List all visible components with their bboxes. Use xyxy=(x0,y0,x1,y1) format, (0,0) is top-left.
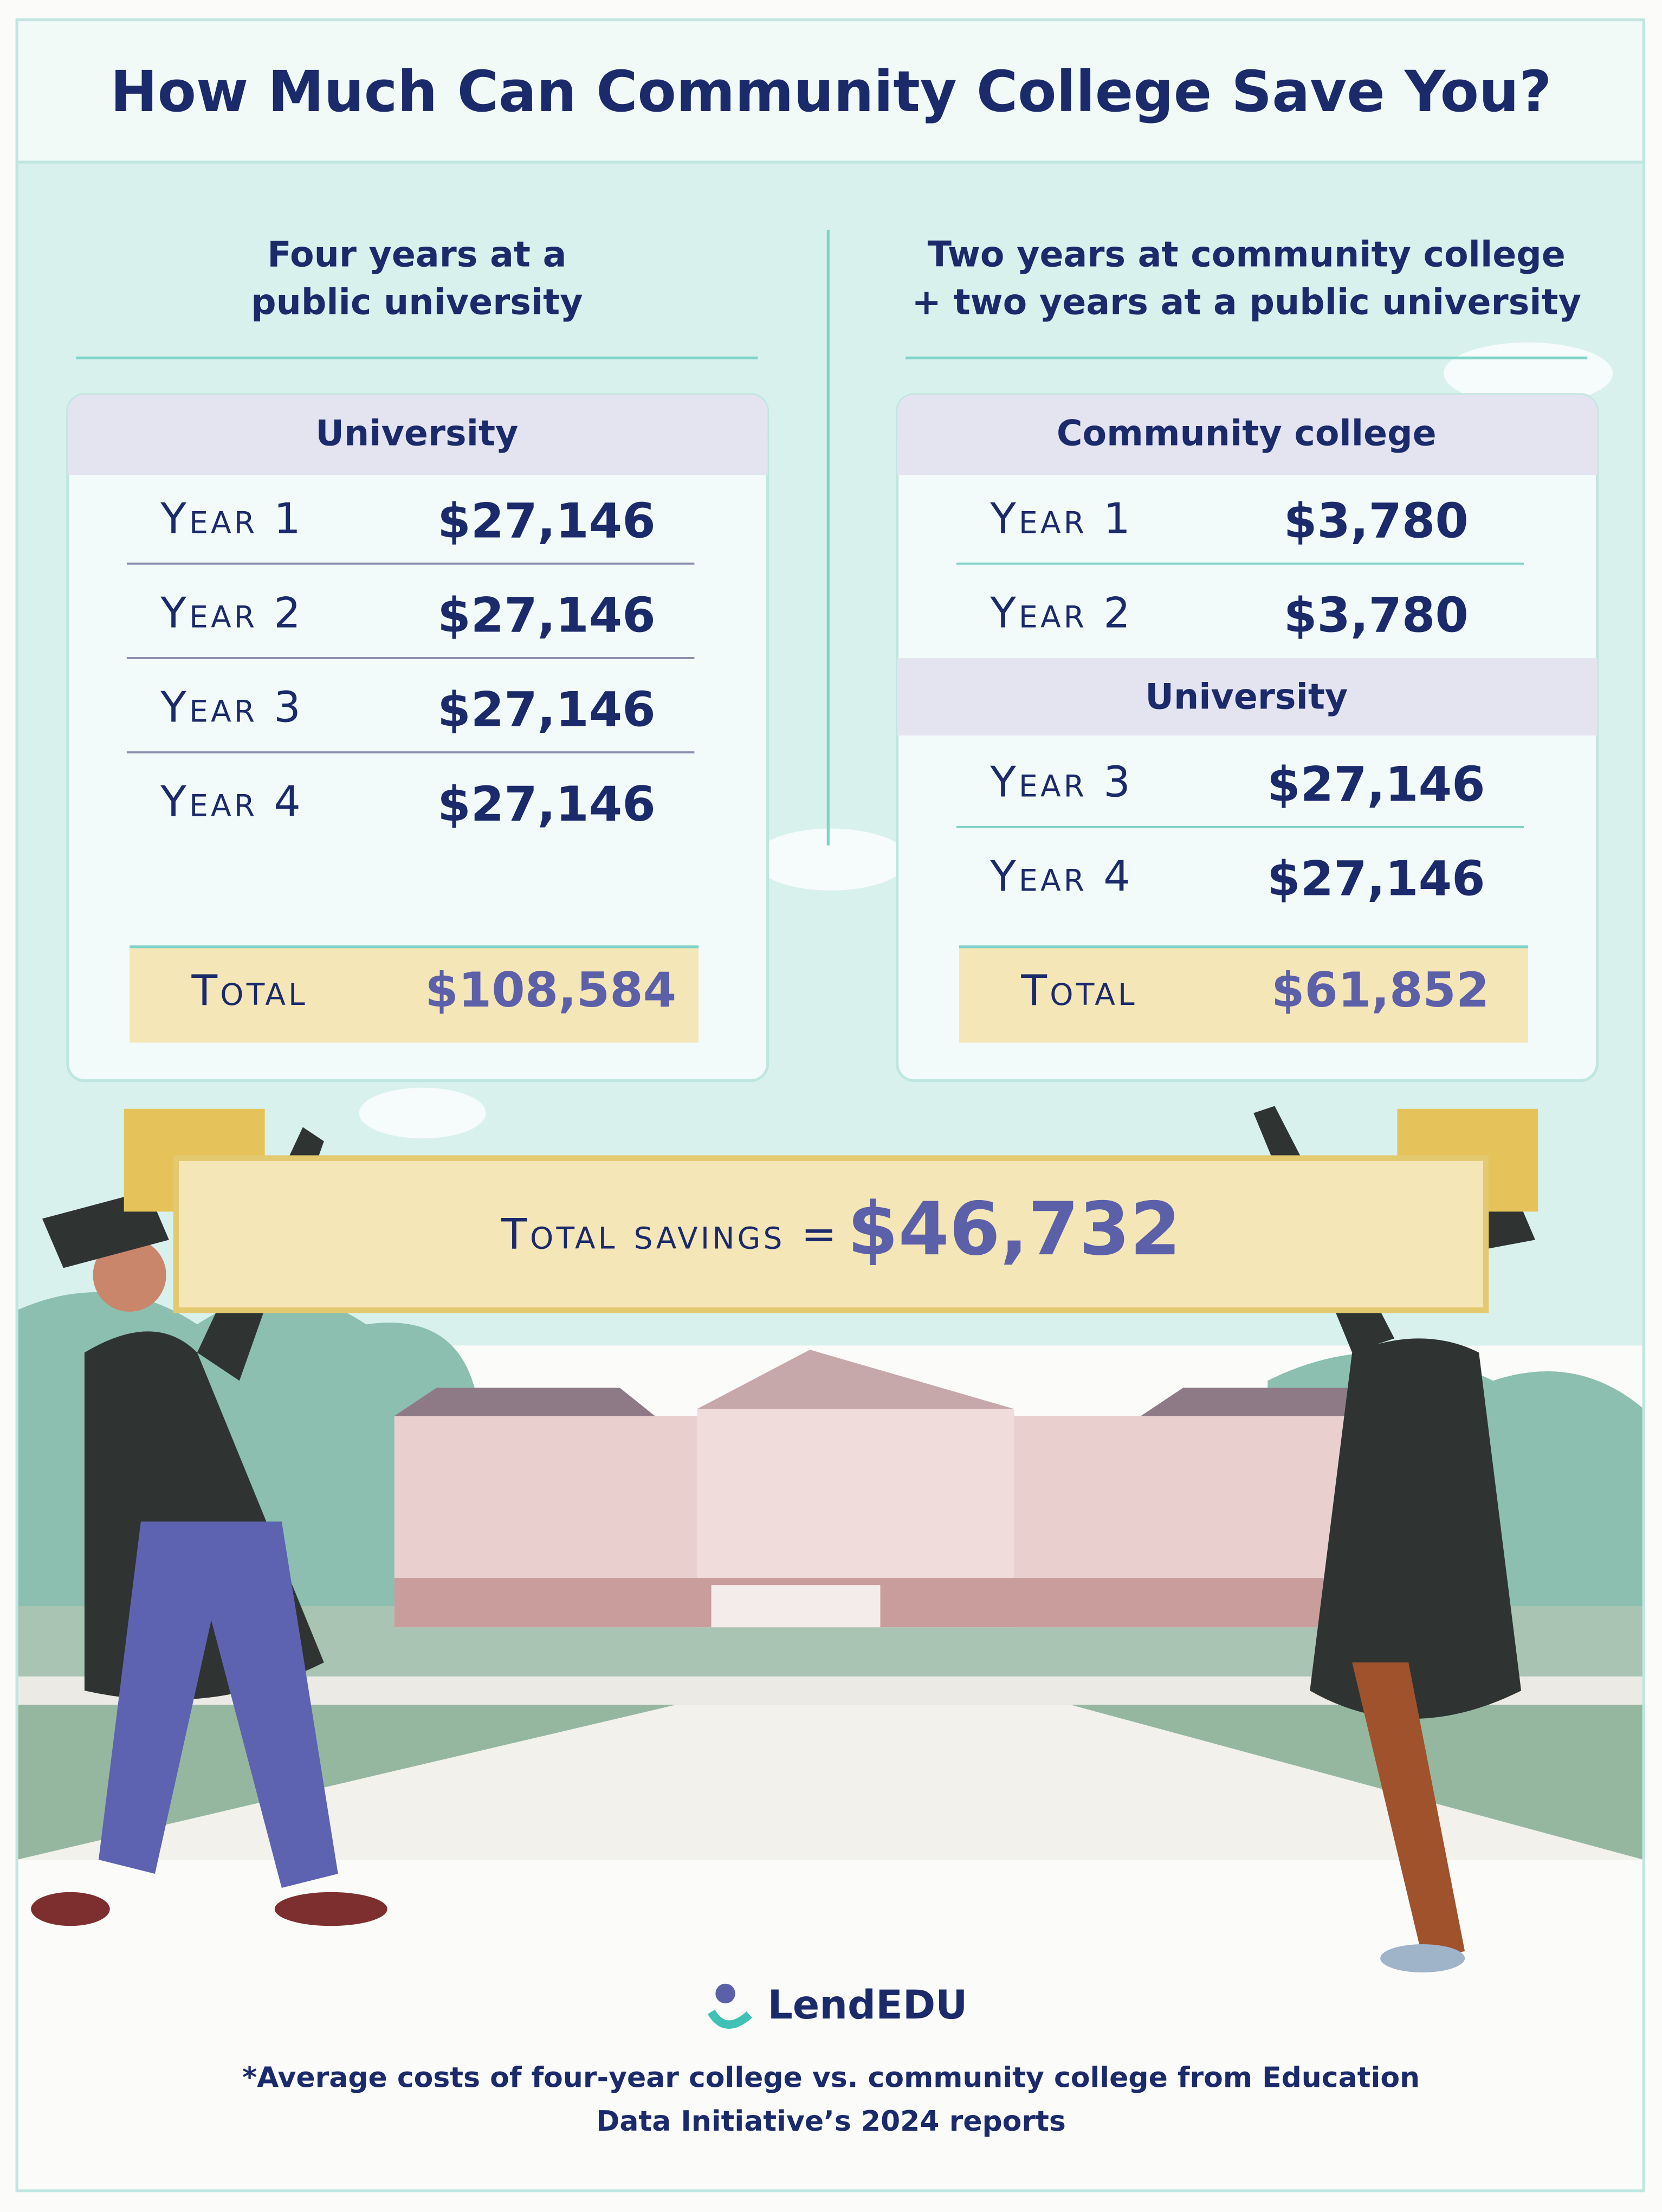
savings-value: $46,732 xyxy=(848,1186,1181,1272)
column-heading: Four years at a xyxy=(267,234,566,275)
brand: LendEDU xyxy=(768,1982,968,2028)
year-cost: $27,146 xyxy=(1267,756,1485,812)
year-cost: $27,146 xyxy=(437,682,655,738)
year-cost: $27,146 xyxy=(437,776,655,832)
year-label: Year 3 xyxy=(990,758,1133,807)
column-heading: public university xyxy=(251,282,583,323)
stairs xyxy=(711,1585,881,1628)
total-label: Total xyxy=(191,966,308,1015)
path xyxy=(17,1705,1644,1860)
year-label: Year 1 xyxy=(160,494,303,543)
cloud xyxy=(359,1087,486,1139)
section-title: University xyxy=(1145,676,1348,717)
section-title: Community college xyxy=(1057,413,1437,454)
roof xyxy=(394,1388,655,1416)
year-label: Year 2 xyxy=(160,589,303,637)
savings-label: Total savings = xyxy=(501,1210,839,1259)
path xyxy=(17,1676,1644,1705)
section-band xyxy=(67,436,768,475)
section-title: University xyxy=(315,413,518,454)
year-cost: $27,146 xyxy=(1267,851,1485,907)
year-label: Year 3 xyxy=(160,683,303,732)
year-cost: $3,780 xyxy=(1284,588,1469,643)
column-heading: Two years at community college xyxy=(928,234,1566,275)
year-label: Year 2 xyxy=(990,589,1133,637)
total-value: $61,852 xyxy=(1271,962,1489,1018)
pediment xyxy=(697,1350,1014,1409)
section-band xyxy=(897,436,1598,475)
year-cost: $3,780 xyxy=(1284,493,1469,549)
year-label: Year 4 xyxy=(990,853,1133,901)
footnote: *Average costs of four-year college vs. … xyxy=(242,2062,1420,2094)
total-box xyxy=(130,946,699,1043)
footnote: Data Initiative’s 2024 reports xyxy=(596,2105,1066,2138)
cloud xyxy=(753,828,909,891)
year-cost: $27,146 xyxy=(437,493,655,549)
frame xyxy=(15,18,1645,2192)
total-value: $108,584 xyxy=(425,962,676,1018)
title: How Much Can Community College Save You? xyxy=(111,59,1552,125)
year-label: Year 4 xyxy=(160,778,303,827)
total-label: Total xyxy=(1020,966,1137,1015)
year-cost: $27,146 xyxy=(437,588,655,643)
savings-banner xyxy=(173,1155,1489,1313)
total-box xyxy=(959,946,1529,1043)
logo-icon xyxy=(707,1983,752,2029)
year-label: Year 1 xyxy=(990,494,1133,543)
section-band xyxy=(897,657,1598,736)
header-band xyxy=(17,20,1644,163)
column-heading: + two years at a public university xyxy=(912,282,1581,323)
roof xyxy=(1141,1388,1367,1416)
